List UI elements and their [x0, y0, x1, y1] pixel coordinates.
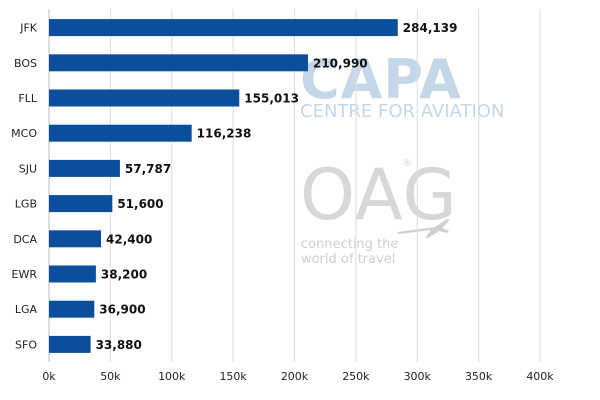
- x-tick-label: 200k: [281, 370, 309, 383]
- bar-sju: [49, 159, 120, 177]
- bar-lgb: [49, 195, 113, 213]
- bar-fll: [49, 89, 240, 107]
- category-label: BOS: [14, 57, 37, 70]
- bar-lga: [49, 300, 95, 318]
- category-label: LGB: [15, 198, 37, 211]
- value-label: 155,013: [244, 92, 299, 106]
- category-label: JFK: [19, 22, 38, 35]
- value-label: 57,787: [125, 162, 171, 176]
- bar-bos: [49, 54, 308, 72]
- x-tick-label: 300k: [404, 370, 432, 383]
- bar-ewr: [49, 265, 96, 283]
- bars: [49, 19, 398, 353]
- category-label: SJU: [19, 162, 37, 175]
- bar-dca: [49, 230, 102, 248]
- value-label: 36,900: [99, 303, 145, 317]
- x-tick-label: 50k: [100, 370, 121, 383]
- value-label: 116,238: [197, 127, 252, 141]
- bar-mco: [49, 124, 192, 142]
- x-tick-label: 100k: [158, 370, 186, 383]
- x-tick-label: 250k: [342, 370, 370, 383]
- value-label: 284,139: [403, 21, 458, 35]
- value-label: 38,200: [101, 268, 147, 282]
- value-label: 210,990: [313, 56, 368, 70]
- category-label: SFO: [15, 338, 37, 351]
- x-tick-label: 150k: [219, 370, 247, 383]
- category-label: DCA: [13, 233, 37, 246]
- x-tick-label: 0k: [42, 370, 56, 383]
- x-tick-label: 400k: [526, 370, 554, 383]
- x-tick-label: 350k: [465, 370, 493, 383]
- category-label: EWR: [12, 268, 38, 281]
- category-label: MCO: [11, 127, 37, 140]
- value-label: 51,600: [117, 197, 163, 211]
- labels: 0k 50k 100k 150k 200k 250k 300k 350k 400k JFK 284,…: [11, 21, 554, 383]
- value-label: 42,400: [106, 232, 152, 246]
- category-label: LGA: [15, 303, 38, 316]
- bar-jfk: [49, 19, 398, 37]
- value-label: 33,880: [96, 338, 142, 352]
- bar-sfo: [49, 335, 91, 353]
- category-label: FLL: [18, 92, 37, 105]
